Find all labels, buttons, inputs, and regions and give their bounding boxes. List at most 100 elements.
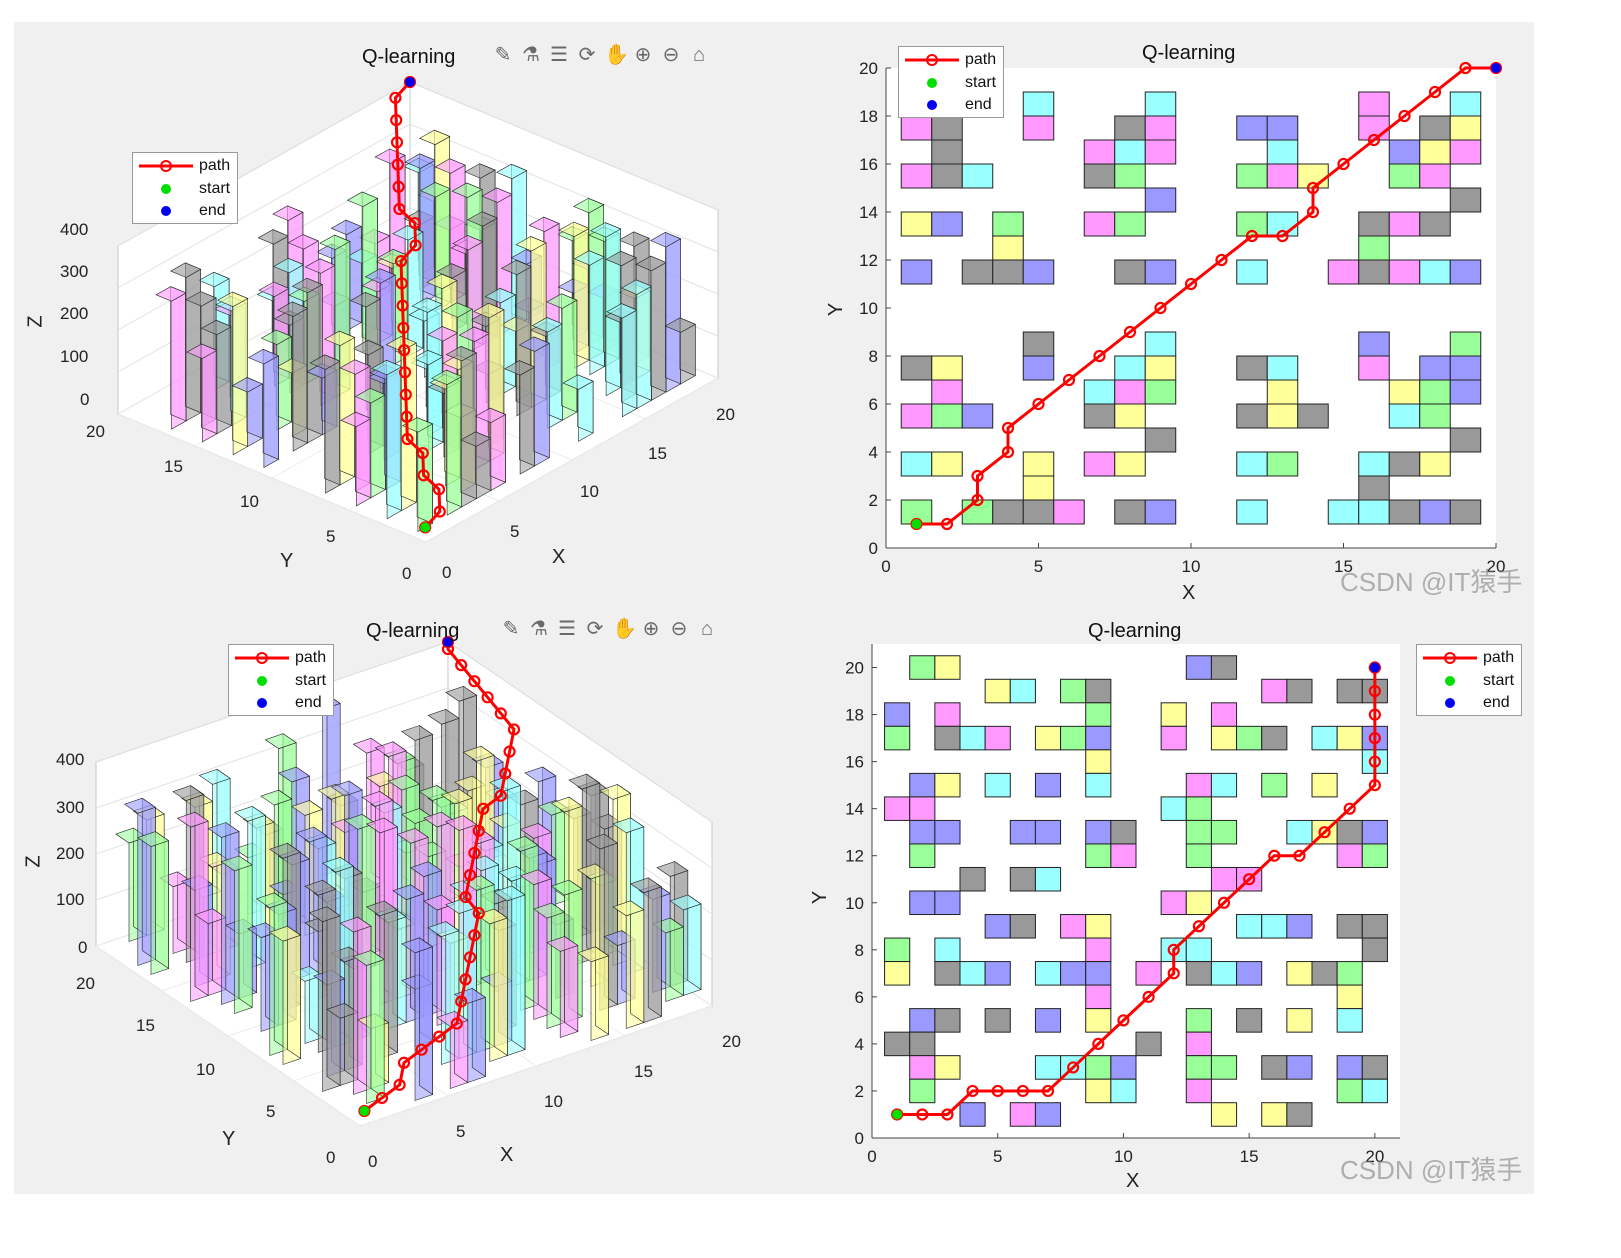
path-point [390, 113, 403, 127]
obstacle-cell [1311, 772, 1338, 798]
obstacle-cell [1449, 91, 1482, 117]
obstacle-cell [959, 866, 986, 892]
watermark: CSDN @IT猿手 [1340, 567, 1523, 597]
obstacle-cell [1160, 796, 1187, 821]
home-icon[interactable]: ⌂ [700, 618, 714, 640]
end-point [1369, 662, 1380, 673]
obstacle-bar-top [272, 205, 304, 221]
legend-label-start: start [199, 180, 231, 197]
obstacle-cell [1114, 403, 1146, 429]
obstacle-cell [1210, 866, 1238, 892]
obstacle-bar-side [326, 906, 341, 1087]
z-tick: 100 [56, 890, 85, 909]
path-point [398, 366, 412, 379]
path-point [1117, 1014, 1130, 1027]
obstacle-cell [1083, 403, 1116, 429]
obstacle-bar-top [493, 885, 526, 902]
obstacle-bar-top [620, 279, 653, 295]
obstacle-bar-top [441, 302, 473, 318]
obstacle-bar-top [401, 725, 434, 741]
x-axis-label: X [552, 546, 566, 568]
y-tick: 10 [196, 1060, 215, 1079]
obstacle-bar-top [531, 317, 563, 333]
obstacle-cell [1419, 163, 1451, 189]
obstacle-bar-top [618, 231, 650, 247]
path-point [1368, 731, 1381, 745]
y-tick-label: 16 [859, 155, 878, 174]
obstacle-cell [1297, 403, 1329, 429]
obstacle-bar-top [650, 232, 682, 248]
obstacle-cell [1361, 1055, 1388, 1080]
path-point [416, 446, 429, 460]
obstacle-cell [1009, 819, 1036, 845]
legend-item-path: path [899, 49, 1003, 71]
obstacle-cell [1388, 211, 1421, 237]
obstacle-cell [1022, 475, 1055, 501]
obstacle-bar-top [515, 236, 547, 252]
rotate-icon[interactable]: ⟳ [586, 618, 604, 640]
path-line [393, 80, 442, 529]
obstacle-cell [984, 725, 1011, 751]
zoom-out-icon[interactable]: ⊖ [662, 44, 680, 66]
obstacle-cell [1185, 1008, 1212, 1033]
flask-icon[interactable]: ⚗ [530, 618, 548, 640]
pan-hand-icon[interactable]: ✋ [612, 618, 637, 640]
obstacle-bar-top [550, 796, 583, 813]
path-point [1167, 967, 1180, 980]
path-point [1154, 301, 1167, 315]
obstacle-cell [1085, 819, 1112, 845]
obstacle-cell [1085, 843, 1112, 868]
obstacle-bar-top [635, 255, 667, 272]
obstacle-bar-top [361, 791, 394, 807]
data-tips-icon[interactable]: ☰ [550, 44, 568, 66]
flask-icon[interactable]: ⚗ [522, 44, 540, 66]
y-tick-label: 10 [859, 299, 878, 318]
path-point [1001, 421, 1015, 435]
obstacle-bar-top [319, 234, 351, 251]
legend: path start end [228, 644, 334, 716]
obstacle-bar-top [200, 319, 233, 336]
path-point [433, 1030, 446, 1043]
data-tips-icon[interactable]: ☰ [558, 618, 576, 640]
brush-icon[interactable]: ✎ [502, 618, 520, 640]
obstacle-cell [1297, 163, 1329, 189]
obstacle-bar-top [176, 811, 209, 828]
legend-label-end: end [1483, 694, 1510, 711]
rotate-icon[interactable]: ⟳ [578, 44, 596, 66]
path-point [503, 745, 516, 758]
z-tick: 400 [60, 220, 89, 239]
path-point [1268, 849, 1281, 862]
y-tick-label: 10 [845, 894, 864, 913]
obstacle-cell [1085, 984, 1112, 1010]
obstacle-cell [1083, 163, 1116, 189]
obstacle-bar-side [511, 885, 526, 1051]
zoom-out-icon[interactable]: ⊖ [670, 618, 688, 640]
obstacle-cell [1210, 1055, 1238, 1080]
obstacle-cell [961, 163, 994, 189]
obstacle-cell [1236, 725, 1263, 751]
pan-hand-icon[interactable]: ✋ [604, 44, 629, 66]
obstacle-bar-side [687, 894, 702, 991]
y-tick-label: 0 [869, 539, 878, 558]
obstacle-cell [1185, 1031, 1212, 1057]
obstacle-cell [1358, 475, 1390, 501]
zoom-in-icon[interactable]: ⊕ [634, 44, 652, 66]
obstacle-cell [1034, 1055, 1062, 1080]
obstacle-cell [1185, 819, 1212, 845]
obstacle-bar-top [664, 317, 696, 333]
obstacle-bar-side [185, 262, 201, 414]
path-point [432, 483, 446, 496]
obstacle-bar-top [434, 158, 466, 174]
obstacle-bar-side [419, 937, 433, 1096]
path-point [1368, 779, 1381, 792]
plot-title: Q-learning [1088, 620, 1182, 642]
x-tick-label: 15 [1240, 1147, 1259, 1166]
panel-2d-top-right: 0 5 10 15 20 0 2 4 6 8 10 12 14 16 18 20 Q-learning pat… [784, 22, 1534, 604]
brush-icon[interactable]: ✎ [494, 44, 512, 66]
zoom-in-icon[interactable]: ⊕ [642, 618, 660, 640]
obstacle-bar-top [562, 374, 594, 390]
home-icon[interactable]: ⌂ [692, 44, 706, 66]
obstacle-bar-top [350, 292, 382, 308]
x-tick-label: 0 [881, 557, 890, 576]
obstacle-bar-top [612, 817, 645, 834]
